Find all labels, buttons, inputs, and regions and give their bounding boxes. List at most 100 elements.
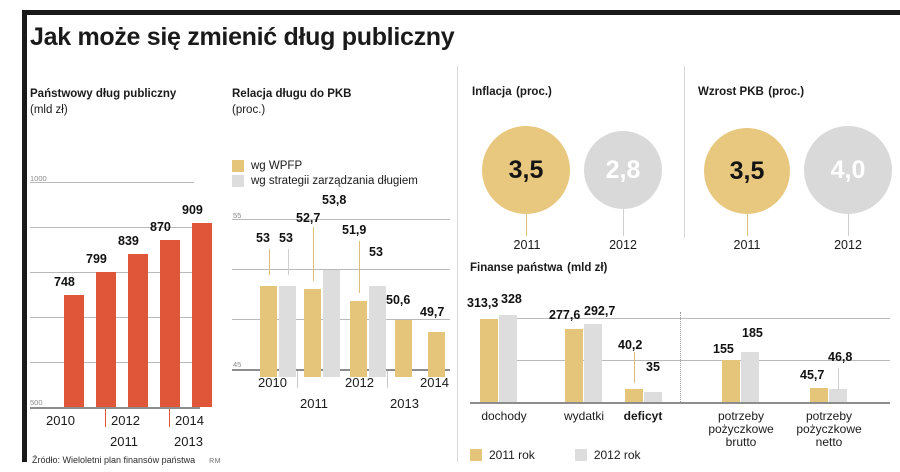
bar-value-dochody-2011: 313,3	[467, 296, 499, 310]
xlabel-2013: 2013	[390, 396, 419, 411]
divider-left	[457, 66, 458, 462]
legend-item-wpfp: wg WPFP	[232, 160, 452, 172]
public-debt-chart: 1000 500 748 799 839 870 909 2010 2011 2…	[30, 168, 225, 468]
bar-value-2014-wpfp: 49,7	[420, 305, 445, 319]
bar-netto-2012	[829, 389, 847, 402]
panel-gdp-growth-title-text: Wzrost PKB	[698, 86, 764, 98]
category-label-netto: potrzeby pożyczkowe netto	[796, 409, 862, 449]
bar-2012-wpfp	[350, 301, 367, 377]
panel-inflation-title-text: Inflacja	[472, 86, 512, 98]
axis-tick-top: 55	[233, 211, 242, 220]
bar-value-wydatki-2011: 277,6	[549, 308, 581, 322]
panel-debt-to-gdp-unit: (proc.)	[232, 104, 266, 116]
gridline-900	[30, 227, 194, 228]
rm-mark: RM	[209, 458, 221, 465]
legend-swatch-gold	[232, 160, 244, 172]
stem-deficyt-2011	[634, 352, 635, 383]
year-inflation-2012: 2012	[609, 238, 637, 252]
stem-2010-strategy	[288, 249, 289, 275]
state-finances-legend: 2011 rok 2012 rok	[470, 448, 641, 462]
bar-value-2013-wpfp: 50,6	[386, 293, 411, 307]
axis-baseline	[30, 407, 200, 409]
bar-2013	[160, 240, 180, 407]
panel-inflation-unit: (proc.)	[516, 86, 552, 98]
category-label-wydatki: wydatki	[563, 409, 604, 423]
category-label-brutto: potrzeby pożyczkowe brutto	[708, 409, 774, 449]
footer: Źródło: Wieloletni plan finansów państwa…	[32, 455, 221, 465]
bar-2012	[128, 254, 148, 407]
stem-gdp-2011	[747, 214, 748, 236]
frame-top-rule	[22, 10, 900, 15]
debt-to-gdp-chart: 55 45 53 53 52,7 53,8 51,9 53 50,6 49,7 …	[232, 193, 454, 411]
xlabel-2010: 2010	[258, 375, 287, 390]
bar-value-2012-strategy: 53	[369, 245, 383, 259]
bubble-inflation-2011: 3,5	[482, 126, 570, 214]
axis-tick-bottom: 45	[233, 360, 242, 369]
bar-brutto-2012	[741, 352, 759, 402]
panel-state-finances-unit: (mld zł)	[567, 262, 608, 274]
panel-state-finances-title: Finanse państwa (mld zł)	[470, 258, 895, 276]
xlabel-2012: 2012	[345, 375, 374, 390]
legend-label-2011: 2011 rok	[489, 448, 535, 462]
bar-deficyt-2012	[644, 392, 662, 402]
bubble-gdp-2012: 4,0	[804, 126, 892, 214]
divider-middle	[684, 66, 685, 238]
bar-brutto-2011	[722, 360, 740, 402]
legend-label-wpfp: wg WPFP	[251, 160, 303, 172]
bar-2011-strategy	[323, 270, 340, 377]
bar-value-2011: 799	[86, 252, 107, 266]
stem-2010-wpfp	[269, 249, 270, 275]
state-finances-chart: 313,3 328 277,6 292,7 40,2 35 155 185 45…	[467, 292, 890, 449]
bar-2014-wpfp	[428, 332, 445, 377]
bar-2010-strategy	[279, 286, 296, 377]
stem-inflation-2012	[623, 209, 624, 236]
bar-value-2012: 839	[118, 234, 139, 248]
legend-swatch-2012	[574, 449, 587, 461]
source-text: Źródło: Wieloletni plan finansów państwa	[32, 455, 196, 465]
bar-value-2012-wpfp: 51,9	[342, 223, 367, 237]
bar-2014	[192, 223, 212, 407]
frame-left-rule	[22, 10, 27, 462]
bar-value-2010: 748	[54, 275, 75, 289]
inflation-bubbles: 3,5 2,8 2011 2012	[472, 108, 677, 258]
xlabel-2011: 2011	[300, 396, 328, 411]
bar-value-2010-strategy: 53	[279, 231, 293, 245]
xlabel-2014: 2014	[175, 413, 204, 428]
debt-to-gdp-legend: wg WPFP wg strategii zarządzania długiem	[232, 160, 452, 187]
gridline-52	[232, 269, 450, 270]
axis-baseline	[232, 369, 450, 371]
bar-value-netto-2011: 45,7	[800, 368, 825, 382]
xlabel-2012: 2012	[111, 413, 140, 428]
bubble-inflation-2012: 2,8	[584, 131, 662, 209]
bar-2012-strategy	[369, 286, 386, 377]
panel-debt-to-gdp-title: Relacja długu do PKB	[232, 88, 352, 100]
panel-gdp-growth-title: Wzrost PKB (proc.)	[698, 82, 898, 100]
axis-tick-top: 1000	[30, 174, 47, 183]
page-title: Jak może się zmienić dług publiczny	[30, 23, 455, 51]
bar-value-deficyt-2012: 35	[646, 360, 660, 374]
bar-value-2011-strategy: 53,8	[322, 193, 347, 207]
stem-inflation-2011	[526, 214, 527, 236]
bar-value-deficyt-2011: 40,2	[618, 338, 643, 352]
legend-item-strategy: wg strategii zarządzania długiem	[232, 175, 452, 187]
stem-2011-wpfp	[313, 227, 314, 281]
panel-state-finances-title-text: Finanse państwa	[470, 262, 563, 274]
bar-value-wydatki-2012: 292,7	[584, 304, 616, 318]
gridline-48	[232, 319, 450, 320]
stem-gdp-2012	[848, 214, 849, 236]
bar-2010-wpfp	[260, 286, 277, 377]
xtick-2013	[387, 371, 388, 388]
bar-2011-wpfp	[304, 289, 321, 377]
axis-tick-bottom: 500	[30, 398, 43, 407]
panel-public-debt-title: Państwowy dług publiczny	[30, 88, 177, 100]
xlabel-2011: 2011	[110, 434, 138, 449]
xlabel-2010: 2010	[46, 413, 75, 428]
panel-public-debt: Państwowy dług publiczny (mld zł) 1000 5…	[30, 88, 230, 468]
bubble-gdp-2011: 3,5	[704, 128, 790, 214]
bar-2011	[96, 272, 116, 407]
year-gdp-2012: 2012	[834, 238, 862, 252]
xlabel-2013: 2013	[174, 434, 203, 449]
gridline-upper	[500, 318, 890, 319]
gridline-55	[232, 219, 450, 220]
stem-netto-2012	[838, 368, 839, 390]
